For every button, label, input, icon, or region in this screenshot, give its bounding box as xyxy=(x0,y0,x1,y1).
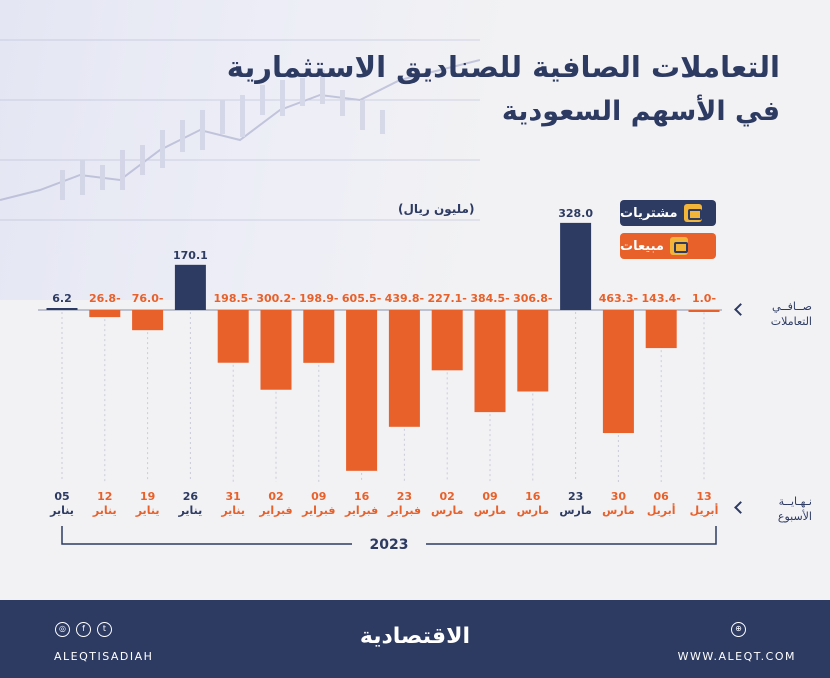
net-row-label: صــافــي التعاملات xyxy=(742,299,812,329)
tick-label-day: 30 xyxy=(611,490,627,503)
tick-label-day: 23 xyxy=(568,490,583,503)
value-label: 328.0 xyxy=(558,207,593,220)
tick-label-day: 23 xyxy=(397,490,412,503)
value-label: 170.1 xyxy=(173,249,208,262)
web-icon[interactable]: ⊕ xyxy=(731,622,746,637)
tick-label-day: 09 xyxy=(482,490,497,503)
tick-label-day: 06 xyxy=(654,490,670,503)
year-bracket-right xyxy=(426,526,717,545)
tick-label-day: 02 xyxy=(440,490,455,503)
tick-label-day: 31 xyxy=(226,490,241,503)
bar xyxy=(645,310,677,349)
value-label: 143.4- xyxy=(642,292,681,305)
week-row-label-line1: نـهـايــة xyxy=(778,495,812,508)
tick-label-month: أبريل xyxy=(690,503,719,517)
value-label: 463.3- xyxy=(599,292,638,305)
bar xyxy=(217,310,249,363)
tick-label-month: فبراير xyxy=(344,504,378,517)
money-hand-icon xyxy=(683,204,702,222)
net-row-label-line1: صــافــي xyxy=(771,300,812,313)
tick-label-month: فبراير xyxy=(387,504,421,517)
value-label: 6.2 xyxy=(52,292,72,305)
unit-label: (مليون ريال) xyxy=(398,202,475,216)
week-row-label-line2: الأسبوع xyxy=(777,510,812,523)
tick-label-month: أبريل xyxy=(647,503,676,517)
tick-label-day: 02 xyxy=(268,490,283,503)
tick-label-day: 12 xyxy=(97,490,112,503)
tick-label-day: 13 xyxy=(696,490,711,503)
facebook-icon[interactable]: f xyxy=(76,622,91,637)
value-label: 300.2- xyxy=(256,292,295,305)
tick-label-day: 19 xyxy=(140,490,155,503)
bar-chart: 6.205يناير26.8-12يناير76.0-19يناير170.12… xyxy=(38,207,722,553)
legend-sell-label: مبيعات xyxy=(620,238,664,254)
value-label: 1.0- xyxy=(692,292,716,305)
bar xyxy=(132,310,164,331)
instagram-icon[interactable]: ◎ xyxy=(55,622,70,637)
footer: ◎ f t ALEQTISADIAH الاقتصادية ⊕ WWW.ALEQ… xyxy=(0,600,830,678)
tick-label-month: مارس xyxy=(474,504,506,517)
bar xyxy=(174,264,206,310)
stock-ticker-background-icon xyxy=(0,39,480,221)
tick-label-month: مارس xyxy=(559,504,591,517)
tick-label-month: مارس xyxy=(602,504,634,517)
social-handle[interactable]: ALEQTISADIAH xyxy=(54,650,154,663)
legend-buy: مشتريات xyxy=(620,200,716,226)
bar xyxy=(89,310,121,318)
chart-title: التعاملات الصافية للصناديق الاستثمارية xyxy=(226,50,780,84)
bar xyxy=(474,310,506,413)
bar xyxy=(260,310,292,390)
value-label: 605.5- xyxy=(342,292,381,305)
year-bracket-left xyxy=(61,526,352,545)
value-label: 26.8- xyxy=(89,292,121,305)
bar xyxy=(688,310,720,312)
legend-sell: مبيعات xyxy=(620,233,716,259)
value-label: 76.0- xyxy=(132,292,164,305)
tick-label-day: 05 xyxy=(54,490,69,503)
tick-label-month: فبراير xyxy=(258,504,292,517)
bar xyxy=(346,310,378,471)
legend-buy-label: مشتريات xyxy=(620,205,678,221)
bar xyxy=(517,310,549,392)
chart-subtitle: في الأسهم السعودية xyxy=(501,96,780,127)
tick-label-month: مارس xyxy=(517,504,549,517)
bar xyxy=(431,310,463,371)
value-label: 227.1- xyxy=(428,292,467,305)
value-label: 439.8- xyxy=(385,292,424,305)
bar xyxy=(560,222,592,310)
bar xyxy=(303,310,335,363)
net-row-label-line2: التعاملات xyxy=(770,315,812,328)
value-label: 198.5- xyxy=(214,292,253,305)
value-label: 306.8- xyxy=(513,292,552,305)
tick-label-day: 26 xyxy=(183,490,199,503)
tick-label-day: 16 xyxy=(354,490,370,503)
tick-label-month: مارس xyxy=(431,504,463,517)
tick-label-month: يناير xyxy=(135,504,160,517)
year-label: 2023 xyxy=(370,537,409,553)
tick-label-month: يناير xyxy=(178,504,203,517)
social-links: ◎ f t xyxy=(55,622,112,637)
money-hand-icon xyxy=(669,237,688,255)
tick-label-month: يناير xyxy=(220,504,245,517)
value-label: 198.9- xyxy=(299,292,338,305)
twitter-icon[interactable]: t xyxy=(97,622,112,637)
bar xyxy=(388,310,420,427)
week-row-label: نـهـايــة الأسبوع xyxy=(742,494,812,524)
tick-label-month: يناير xyxy=(92,504,117,517)
tick-label-day: 09 xyxy=(311,490,326,503)
website-link[interactable]: WWW.ALEQT.COM xyxy=(677,650,796,663)
brand-logo: الاقتصادية xyxy=(359,624,470,649)
tick-label-month: يناير xyxy=(49,504,74,517)
tick-label-day: 16 xyxy=(525,490,541,503)
value-label: 384.5- xyxy=(470,292,509,305)
tick-label-month: فبراير xyxy=(301,504,335,517)
bar xyxy=(602,310,634,434)
bar xyxy=(46,308,78,310)
web-links: ⊕ xyxy=(731,622,746,637)
